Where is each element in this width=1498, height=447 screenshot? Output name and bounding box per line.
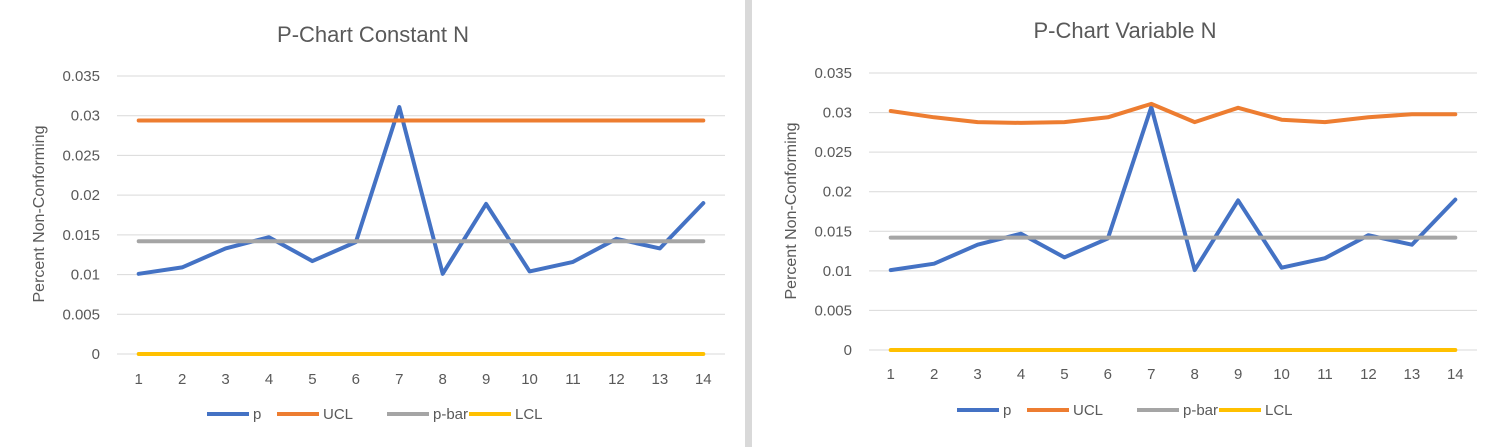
y-tick-label: 0: [844, 342, 852, 359]
series-line-ucl: [888, 101, 1458, 125]
x-tick-label: 5: [308, 371, 316, 388]
x-tick-label: 9: [482, 371, 490, 388]
chart-title: P-Chart Variable N: [1034, 18, 1217, 43]
legend-label: p: [253, 406, 261, 423]
legend-label: p-bar: [433, 406, 468, 423]
y-tick-label: 0.035: [814, 65, 852, 82]
p-chart-variable-n: P-Chart Variable N 0 0.005 0.01 0.015 0.02 0.0…: [783, 18, 1477, 419]
y-tick-label: 0.02: [823, 184, 852, 201]
x-tick-label: 2: [930, 366, 938, 383]
y-tick-label: 0.005: [62, 306, 100, 323]
x-tick-label: 2: [178, 371, 186, 388]
x-tick-label: 6: [1104, 366, 1112, 383]
x-tick-label: 11: [565, 371, 581, 388]
y-tick-label: 0.035: [62, 68, 100, 85]
x-tick-label: 4: [265, 371, 273, 388]
legend-label: p-bar: [1183, 402, 1218, 419]
x-tick-label: 7: [1147, 366, 1155, 383]
p-chart-constant-n: P-Chart Constant N 0 0.005 0.01 0.015 0.02 0.0…: [31, 22, 725, 423]
x-tick-label: 9: [1234, 366, 1242, 383]
series-line-p: [888, 105, 1458, 273]
x-tick-label: 11: [1317, 366, 1333, 383]
x-tick-label: 12: [1360, 366, 1377, 383]
y-tick-label: 0.015: [62, 227, 100, 244]
chart-panel-constant-n: P-Chart Constant N 0 0.005 0.01 0.015 0.02 0.0…: [0, 0, 745, 447]
y-tick-label: 0.01: [823, 263, 852, 280]
y-tick-label: 0: [92, 346, 100, 363]
x-tick-label: 5: [1060, 366, 1068, 383]
series-line-p: [136, 105, 706, 276]
legend-label: UCL: [1073, 402, 1103, 419]
legend-label: p: [1003, 402, 1011, 419]
x-tick-label: 4: [1017, 366, 1025, 383]
x-tick-label: 14: [1447, 366, 1464, 383]
x-tick-label: 12: [608, 371, 625, 388]
y-tick-label: 0.03: [823, 105, 852, 122]
y-tick-label: 0.02: [71, 187, 100, 204]
y-tick-label: 0.03: [71, 108, 100, 125]
x-tick-label: 6: [352, 371, 360, 388]
x-tick-label: 3: [221, 371, 229, 388]
x-tick-label: 13: [652, 371, 669, 388]
x-tick-label: 3: [973, 366, 981, 383]
x-tick-label: 14: [695, 371, 712, 388]
y-axis-label: Percent Non-Conforming: [31, 126, 48, 303]
x-tick-label: 8: [439, 371, 447, 388]
legend-label: UCL: [323, 406, 353, 423]
y-tick-label: 0.025: [62, 147, 100, 164]
legend-label: LCL: [515, 406, 543, 423]
x-tick-label: 10: [521, 371, 538, 388]
x-tick-label: 1: [887, 366, 895, 383]
legend-label: LCL: [1265, 402, 1293, 419]
y-tick-label: 0.005: [814, 302, 852, 319]
x-tick-label: 8: [1191, 366, 1199, 383]
chart-panel-variable-n: P-Chart Variable N 0 0.005 0.01 0.015 0.02 0.0…: [752, 0, 1498, 447]
y-axis-label: Percent Non-Conforming: [783, 123, 800, 300]
y-tick-label: 0.01: [71, 267, 100, 284]
x-tick-label: 10: [1273, 366, 1290, 383]
y-tick-label: 0.025: [814, 144, 852, 161]
chart-title: P-Chart Constant N: [277, 22, 469, 47]
x-tick-label: 7: [395, 371, 403, 388]
y-tick-label: 0.015: [814, 223, 852, 240]
x-tick-label: 1: [135, 371, 143, 388]
x-tick-label: 13: [1404, 366, 1421, 383]
